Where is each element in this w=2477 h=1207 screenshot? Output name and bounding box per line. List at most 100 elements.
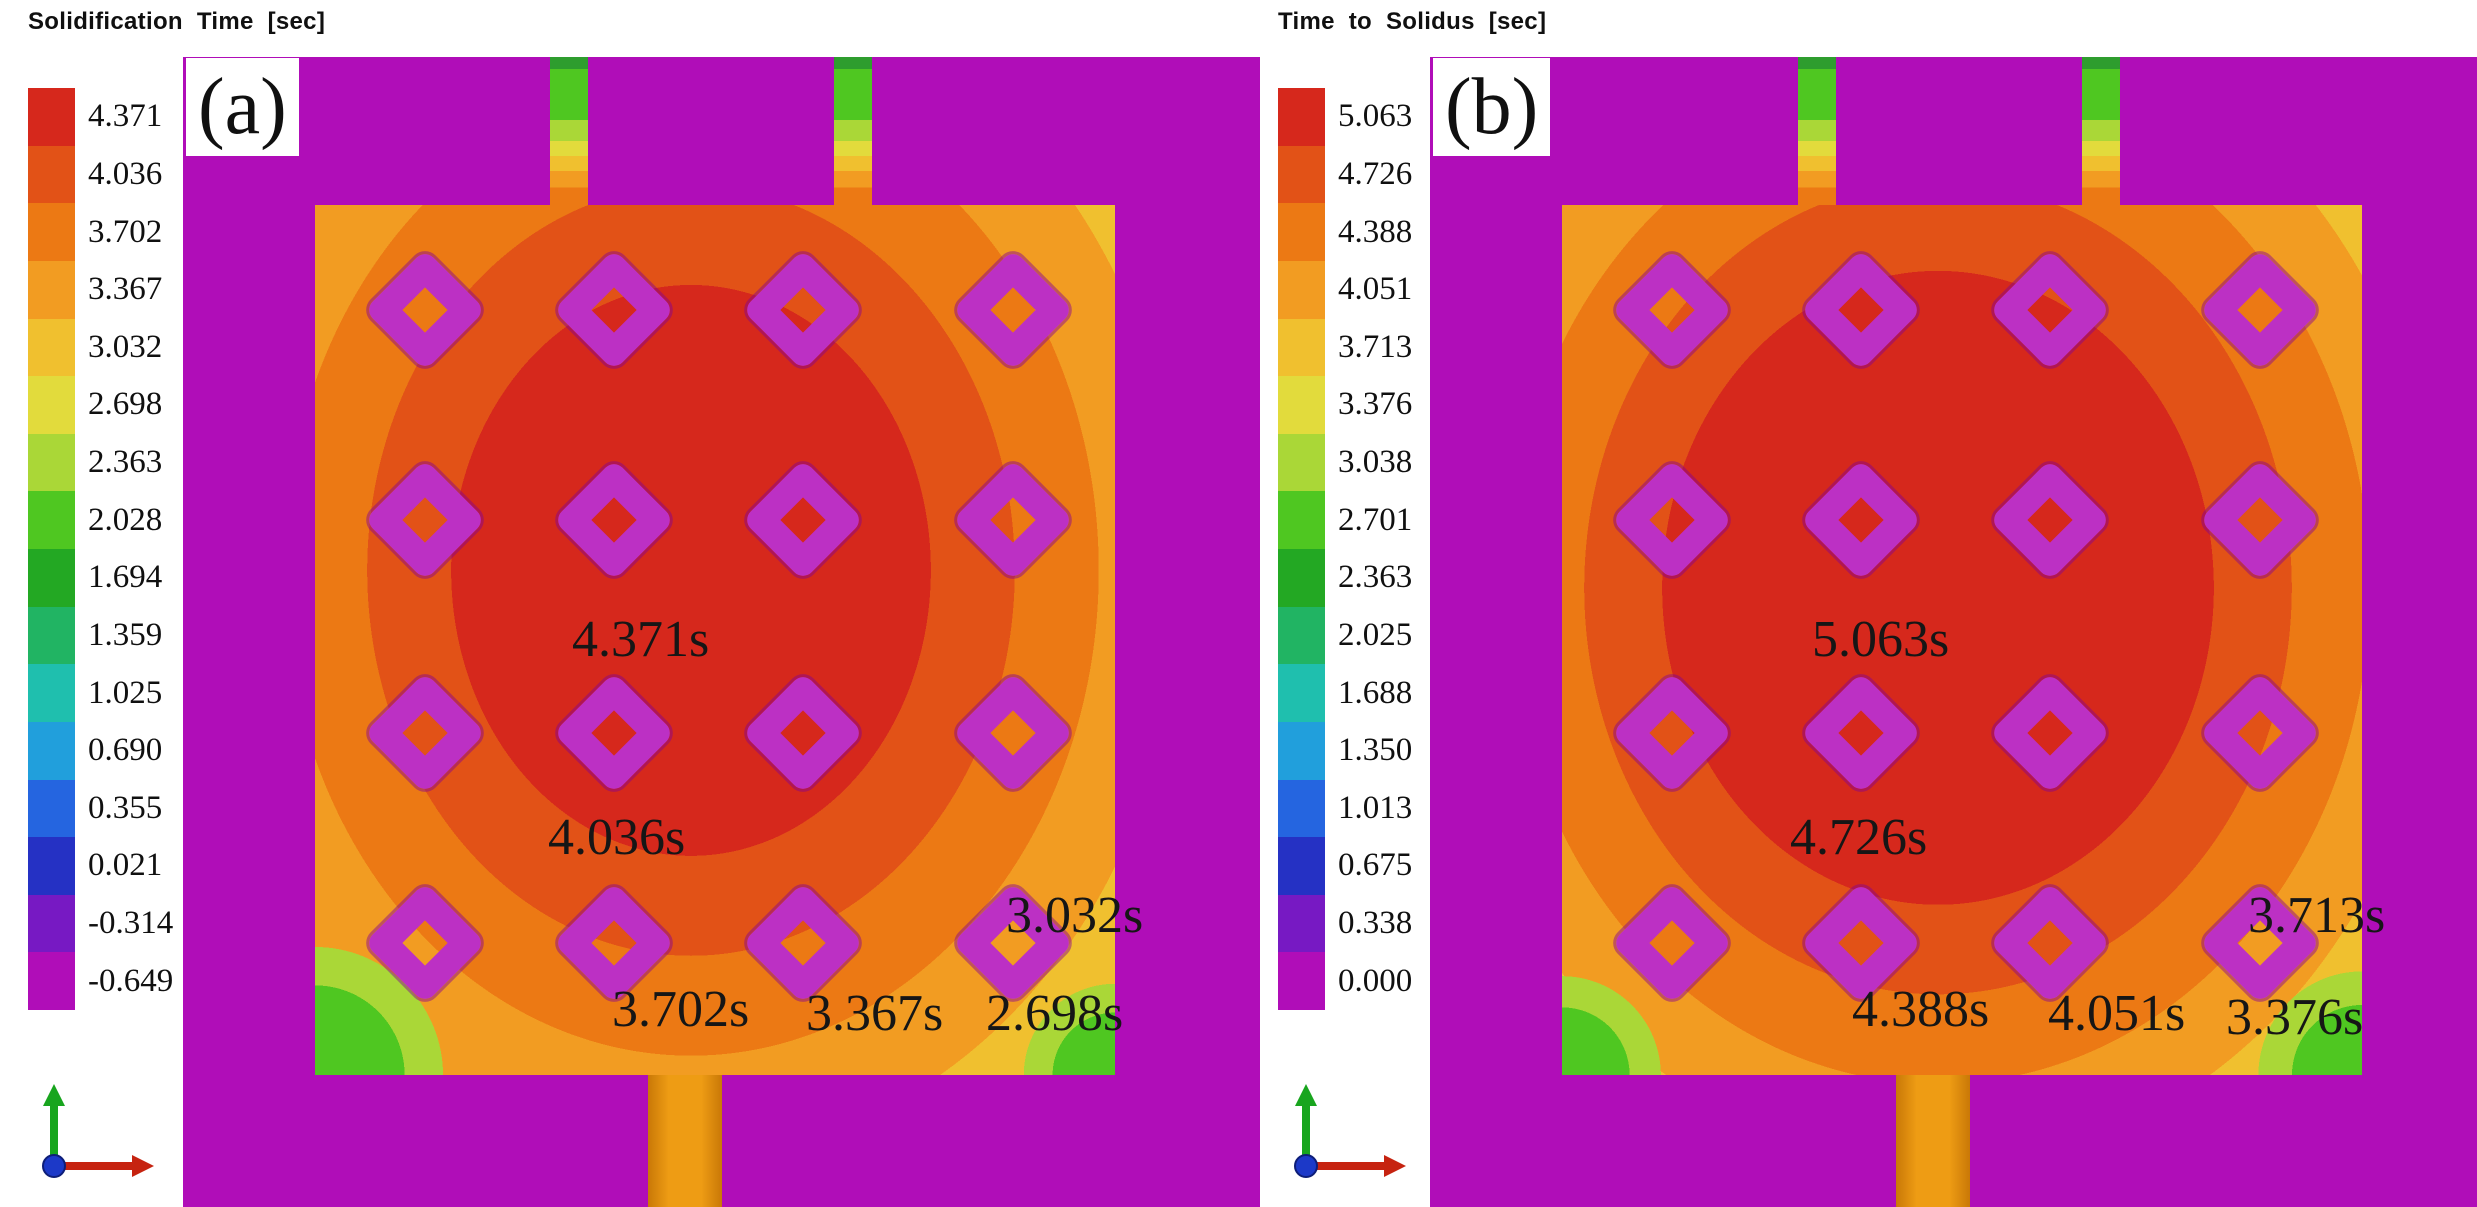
legend-value: -0.649 [88,962,174,999]
colorbar-band [28,664,75,722]
colorbar-band [28,491,75,549]
diamond-cutout [1610,249,1733,372]
colorbar-band [1278,721,1325,780]
diamond-cutout [1800,672,1922,794]
colorbar-band [28,952,75,1010]
colorbar-band [28,779,75,838]
time-annotation: 4.726s [1790,809,1928,866]
legend-scale-values: 4.371 4.036 3.702 3.367 3.032 2.698 2.363 2.028… [88,88,173,1010]
legend-value: 1.694 [88,559,163,596]
legend-value: 1.025 [88,674,163,711]
colorbar-band [1278,894,1325,953]
time-annotation: 4.036s [548,809,686,866]
legend-value: 4.726 [1338,155,1413,192]
origin-dot [42,1154,66,1178]
diamond-cutout [1610,459,1733,581]
legend-value: 2.363 [88,444,163,481]
colorbar-band [28,894,75,953]
legend-value: 0.000 [1338,962,1413,999]
legend-scale-values: 5.063 4.726 4.388 4.051 3.713 3.376 3.038 2.701… [1338,88,1412,1010]
legend-value: 4.371 [88,98,163,135]
legend-value: 2.363 [1338,559,1413,596]
diamond-cutout [2199,459,2322,581]
diamond-grid [315,205,1115,1075]
colorbar-band [1278,203,1325,261]
diamond-cutout [553,249,675,372]
diamond-cutout [2199,672,2322,794]
diamond-cutout [1989,459,2111,581]
casting-contour-b [1562,205,2362,1075]
diamond-cutout [1800,249,1922,372]
legend-value: 3.713 [1338,328,1413,365]
time-annotation: 3.702s [612,981,750,1038]
y-axis-arrowhead [1295,1084,1317,1106]
diamond-cutout [952,459,1075,581]
colorbar-band [28,837,75,895]
diamond-cutout [952,672,1075,794]
colorbar-band [1278,318,1325,377]
legend-value: 3.367 [88,271,163,308]
x-axis-arrowhead [1384,1155,1406,1177]
time-annotation: 4.371s [572,611,710,668]
legend-value: 2.698 [88,386,163,423]
time-annotation: 4.388s [1852,981,1990,1038]
y-axis-arrowhead [43,1084,65,1106]
diamond-cutout [553,672,675,794]
diamond-cutout [553,459,675,581]
axis-triad-icon [42,1084,154,1178]
time-annotation: 3.032s [1006,887,1144,944]
sprue [648,1075,722,1207]
diamond-cutout [2199,249,2322,372]
legend-value: 2.025 [1338,616,1413,653]
legend-value: -0.314 [88,905,174,942]
colorbar-band [28,721,75,780]
colorbar-band [28,145,75,204]
legend-value: 4.051 [1338,271,1413,308]
legend-value: 1.359 [88,616,163,653]
colorbar-band [1278,376,1325,434]
colorbar-band [28,260,75,319]
colorbar-band [1278,606,1325,665]
diamond-cutout [742,249,864,372]
origin-dot [1294,1154,1318,1178]
colorbar-band [28,606,75,665]
colorbar-band [28,376,75,434]
colorbar-band [1278,779,1325,838]
time-annotation: 5.063s [1812,611,1950,668]
legend-value: 0.355 [88,789,163,826]
casting-contour-a [315,205,1115,1075]
legend-colorbar [28,88,75,1010]
time-annotation: 4.051s [2048,985,2186,1042]
panel-label-b: (b) [1433,58,1551,156]
diamond-cutout [742,459,864,581]
colorbar-band [1278,664,1325,722]
axis-triad-icon [1294,1084,1406,1178]
legend-value: 5.063 [1338,98,1413,135]
colorbar-band [1278,491,1325,549]
legend-value: 3.038 [1338,444,1413,481]
legend-value: 2.701 [1338,501,1413,538]
diamond-grid [1562,205,2362,1075]
legend-value: 3.376 [1338,386,1413,423]
colorbar-band [1278,549,1325,607]
legend-title: Time to Solidus [sec] [1278,8,1547,35]
legend-value: 3.702 [88,213,163,250]
legend-value: 0.675 [1338,847,1413,884]
diamond-cutout [1610,672,1733,794]
diamond-cutout [363,249,486,372]
diamond-cutout [742,672,864,794]
diamond-cutout [363,672,486,794]
riser [2082,57,2120,207]
panel-label-a: (a) [186,58,299,156]
colorbar-band [1278,433,1325,492]
legend-value: 0.690 [88,732,163,769]
riser [550,57,588,207]
time-annotation: 3.376s [2226,989,2364,1046]
colorbar-band [1278,145,1325,204]
colorbar-band [1278,260,1325,319]
legend-value: 4.036 [88,155,163,192]
riser [1798,57,1836,207]
legend-colorbar [1278,88,1325,1010]
time-annotation: 2.698s [986,985,1124,1042]
legend-value: 2.028 [88,501,163,538]
